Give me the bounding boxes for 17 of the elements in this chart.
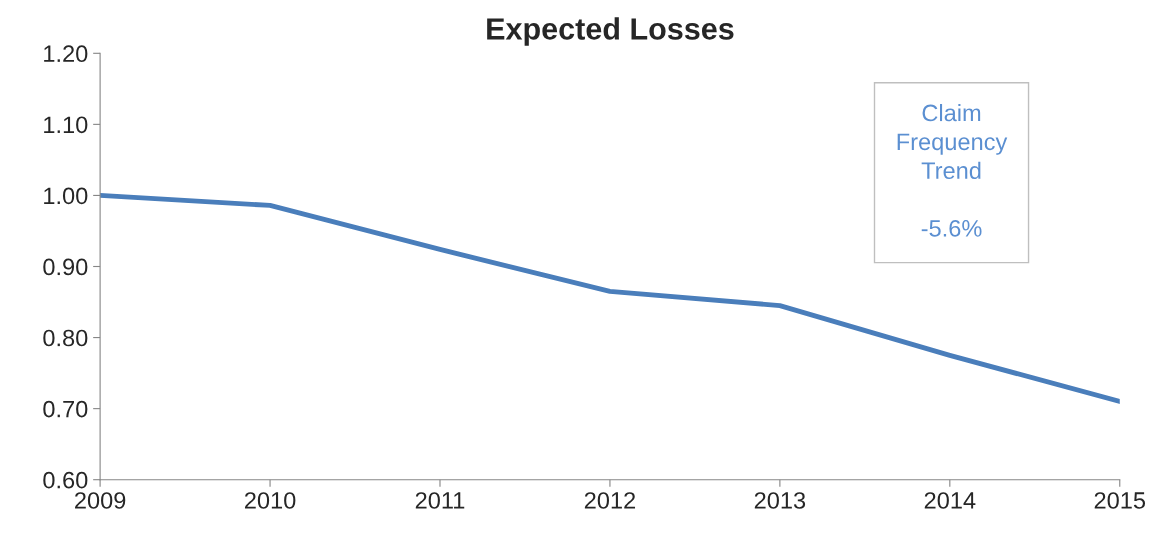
x-tick-label: 2010 xyxy=(244,492,296,509)
chart-title: Expected Losses xyxy=(487,17,734,46)
x-tick-label: 2014 xyxy=(924,492,976,509)
x-tick-label: 2015 xyxy=(1094,492,1146,509)
text: Claim Frequency Trend -5.6% xyxy=(897,103,1008,237)
y-tick-label: 0.60 xyxy=(43,471,88,489)
y-tick-label: 0.70 xyxy=(43,400,88,418)
line-series xyxy=(100,193,1120,404)
y-tick-label: 0.80 xyxy=(43,329,88,347)
x-tick-label: 2011 xyxy=(415,492,465,509)
y-tick-label: 1.00 xyxy=(44,187,88,205)
y-tick-label: 0.90 xyxy=(43,258,88,276)
x-tick-label: 2009 xyxy=(75,492,126,509)
x-tick-label: 2013 xyxy=(754,492,806,509)
y-tick-label: 1.10 xyxy=(44,116,88,134)
x-tick-label: 2012 xyxy=(584,492,636,509)
y-tick-label: 1.20 xyxy=(44,45,88,63)
